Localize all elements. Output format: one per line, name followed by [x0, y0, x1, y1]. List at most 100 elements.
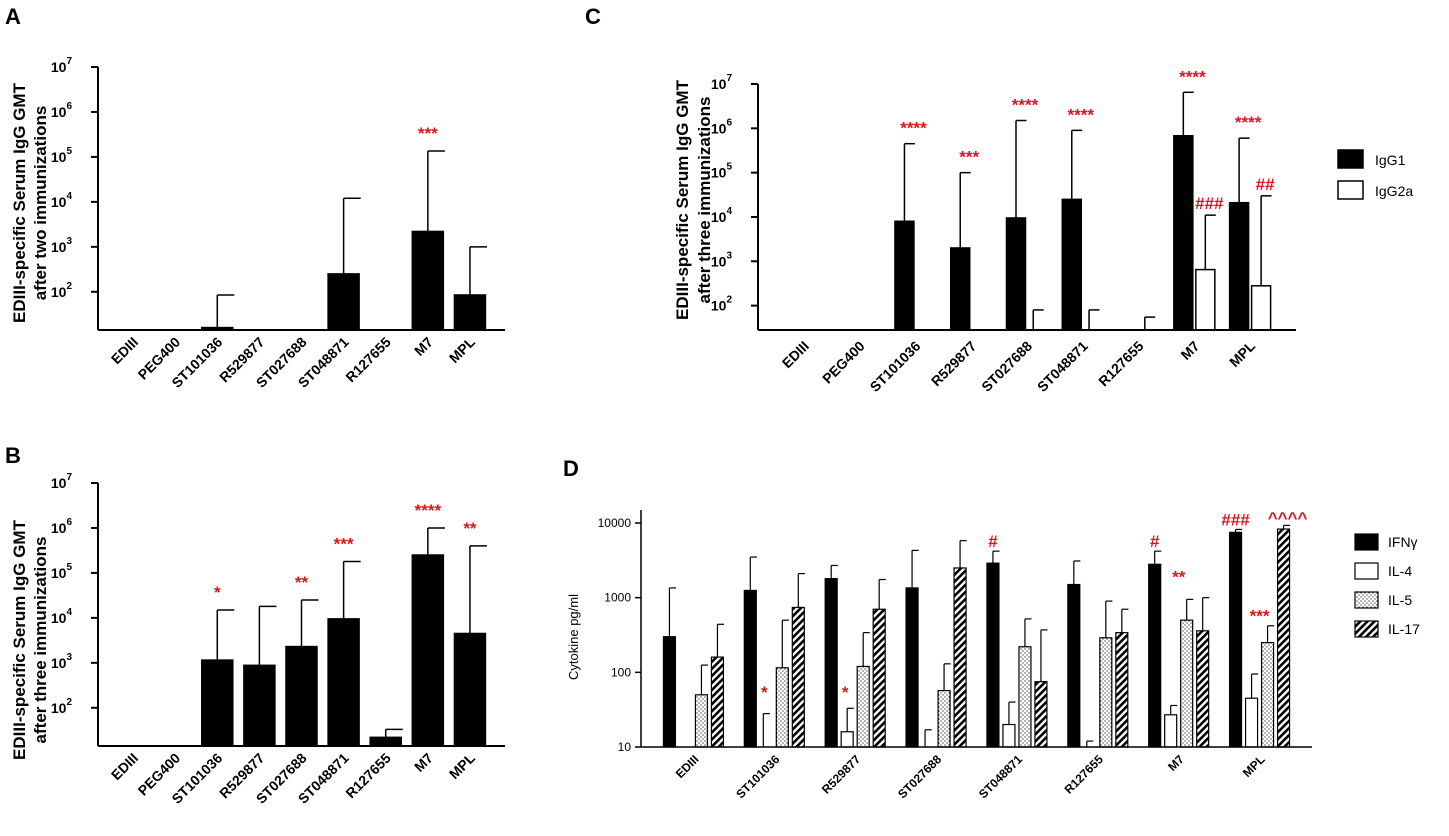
x-tick-label-r127655: R127655: [342, 750, 394, 802]
panel-label-b: B: [5, 443, 21, 468]
y-axis-label-line2: after two immunizations: [31, 106, 50, 301]
y-tick-base: 10: [51, 475, 67, 491]
x-tick-label-mpl: MPL: [446, 333, 479, 366]
bar-igg-st027688: [285, 645, 318, 747]
significance-marker-mpl: **: [463, 519, 477, 538]
y-tick-label: 103: [51, 652, 73, 671]
significance-marker-mpl: ###: [1221, 510, 1250, 529]
panel-label-d: D: [563, 456, 579, 481]
y-tick-label: 102: [51, 697, 73, 716]
bar-igg-st048871: [327, 618, 360, 747]
y-tick-label: 103: [711, 250, 733, 269]
bar-il-4-mpl: [1244, 697, 1259, 748]
legend-label-ifng: IFNγ: [1388, 534, 1418, 550]
legend-label-il17: IL-17: [1388, 621, 1420, 637]
legend-swatch-ifng: [1354, 533, 1379, 551]
y-tick-label: 106: [51, 517, 73, 536]
significance-marker-st027688: **: [295, 573, 309, 592]
bar-ifn-m7: [1148, 563, 1162, 748]
significance-marker-mpl: ****: [1235, 113, 1262, 132]
bar-igg2a-m7: [1195, 268, 1216, 331]
legend-label-il5: IL-5: [1388, 592, 1412, 608]
y-tick-base: 10: [51, 284, 67, 300]
y-tick-label: 102: [51, 281, 73, 300]
y-tick-label: 105: [711, 162, 733, 181]
y-tick-exponent: 3: [66, 236, 72, 247]
legend-swatch-igg2a: [1337, 180, 1364, 200]
x-tick-label-mpl: MPL: [1226, 337, 1259, 370]
y-tick-base: 10: [51, 149, 67, 165]
y-tick-base: 10: [51, 610, 67, 626]
bar-igg-m7: [411, 554, 445, 747]
bar-igg1-m7: [1173, 134, 1194, 331]
y-tick-exponent: 6: [66, 517, 72, 528]
x-tick-label-m7: M7: [1177, 338, 1202, 363]
significance-marker-m7: ****: [415, 501, 442, 520]
bar-igg-mpl: [453, 294, 487, 331]
y-tick-label: 104: [51, 607, 73, 626]
y-tick-label: 10000: [598, 516, 632, 530]
x-tick-label-peg400: PEG400: [819, 338, 868, 387]
y-tick-exponent: 4: [66, 607, 72, 618]
x-tick-label-st101036: ST101036: [867, 338, 924, 395]
significance-marker-st048871: ****: [1068, 105, 1095, 124]
x-tick-label-r529877: R529877: [928, 338, 980, 390]
y-tick-exponent: 2: [66, 281, 72, 292]
bar-il-17-ediii: [710, 656, 725, 748]
x-tick-label-m7: M7: [411, 750, 436, 775]
x-tick-label-st027688: ST027688: [978, 338, 1035, 395]
bar-igg1-mpl: [1228, 201, 1250, 331]
significance-marker-r529877: *: [842, 683, 849, 702]
y-tick-exponent: 7: [66, 56, 72, 67]
y-tick-exponent: 7: [66, 472, 72, 483]
bar-il-4-m7: [1164, 714, 1178, 748]
y-tick-base: 10: [51, 59, 67, 75]
bar-il-4-st048871: [1002, 723, 1016, 748]
y-tick-exponent: 6: [66, 101, 72, 112]
y-axis-label-line1: EDIII-specific Serum IgG GMT: [10, 519, 29, 760]
significance-marker-st101036: *: [761, 683, 768, 702]
x-tick-label-m7: M7: [1165, 752, 1187, 774]
bar-il-17-r529877: [872, 608, 886, 748]
y-tick-base: 10: [51, 565, 67, 581]
y-tick-base: 10: [711, 120, 727, 136]
bar-il-17-st027688: [953, 567, 967, 748]
significance-marker-mpl: ##: [1256, 175, 1275, 194]
bar-igg1-r529877: [949, 247, 971, 331]
panel-a: A EDIII-specific Serum IgG GMT after two…: [5, 4, 505, 391]
y-tick-exponent: 3: [66, 652, 72, 663]
bar-il-5-st101036: [775, 667, 789, 748]
bar-ifn-r529877: [824, 578, 838, 748]
significance-marker-mpl: ***: [1250, 606, 1270, 625]
y-tick-label: 105: [51, 562, 73, 581]
panel-d: D Cytokine pg/ml 10 100 1000 10000 EDIII ST10…: [563, 456, 1420, 801]
y-tick-exponent: 5: [66, 146, 72, 157]
significance-marker-r529877: ***: [959, 148, 979, 167]
significance-marker-m7: ###: [1195, 194, 1224, 213]
bar-il-5-ediii: [694, 694, 709, 748]
y-tick-base: 10: [711, 209, 727, 225]
y-axis-label-line2: after three immunizations: [31, 537, 50, 744]
bar-igg-r529877: [243, 664, 276, 747]
x-tick-label-ediii: EDIII: [779, 338, 812, 371]
x-tick-label-st048871: ST048871: [1034, 338, 1091, 395]
y-axis-label: Cytokine pg/ml: [566, 594, 581, 680]
legend-label-igg2a: IgG2a: [1375, 183, 1413, 199]
legend-swatch-il5: [1354, 591, 1379, 609]
y-tick-base: 10: [711, 165, 727, 181]
panel-label-c: C: [585, 4, 601, 29]
y-tick-exponent: 6: [726, 117, 732, 128]
legend-swatch-il4: [1354, 562, 1379, 580]
y-tick-exponent: 4: [726, 206, 732, 217]
panel-label-a: A: [5, 4, 21, 29]
x-tick-label-st027688: ST027688: [895, 752, 944, 801]
bar-ifn-r127655: [1067, 583, 1081, 748]
y-tick-base: 10: [51, 104, 67, 120]
y-tick-label: 106: [711, 117, 733, 136]
y-axis-label-line1: EDIII-specific Serum IgG GMT: [10, 82, 29, 323]
significance-marker-m7: **: [1172, 567, 1186, 586]
bar-ifn-mpl: [1228, 531, 1243, 748]
y-tick-base: 10: [51, 700, 67, 716]
bar-il-5-st027688: [937, 689, 951, 748]
